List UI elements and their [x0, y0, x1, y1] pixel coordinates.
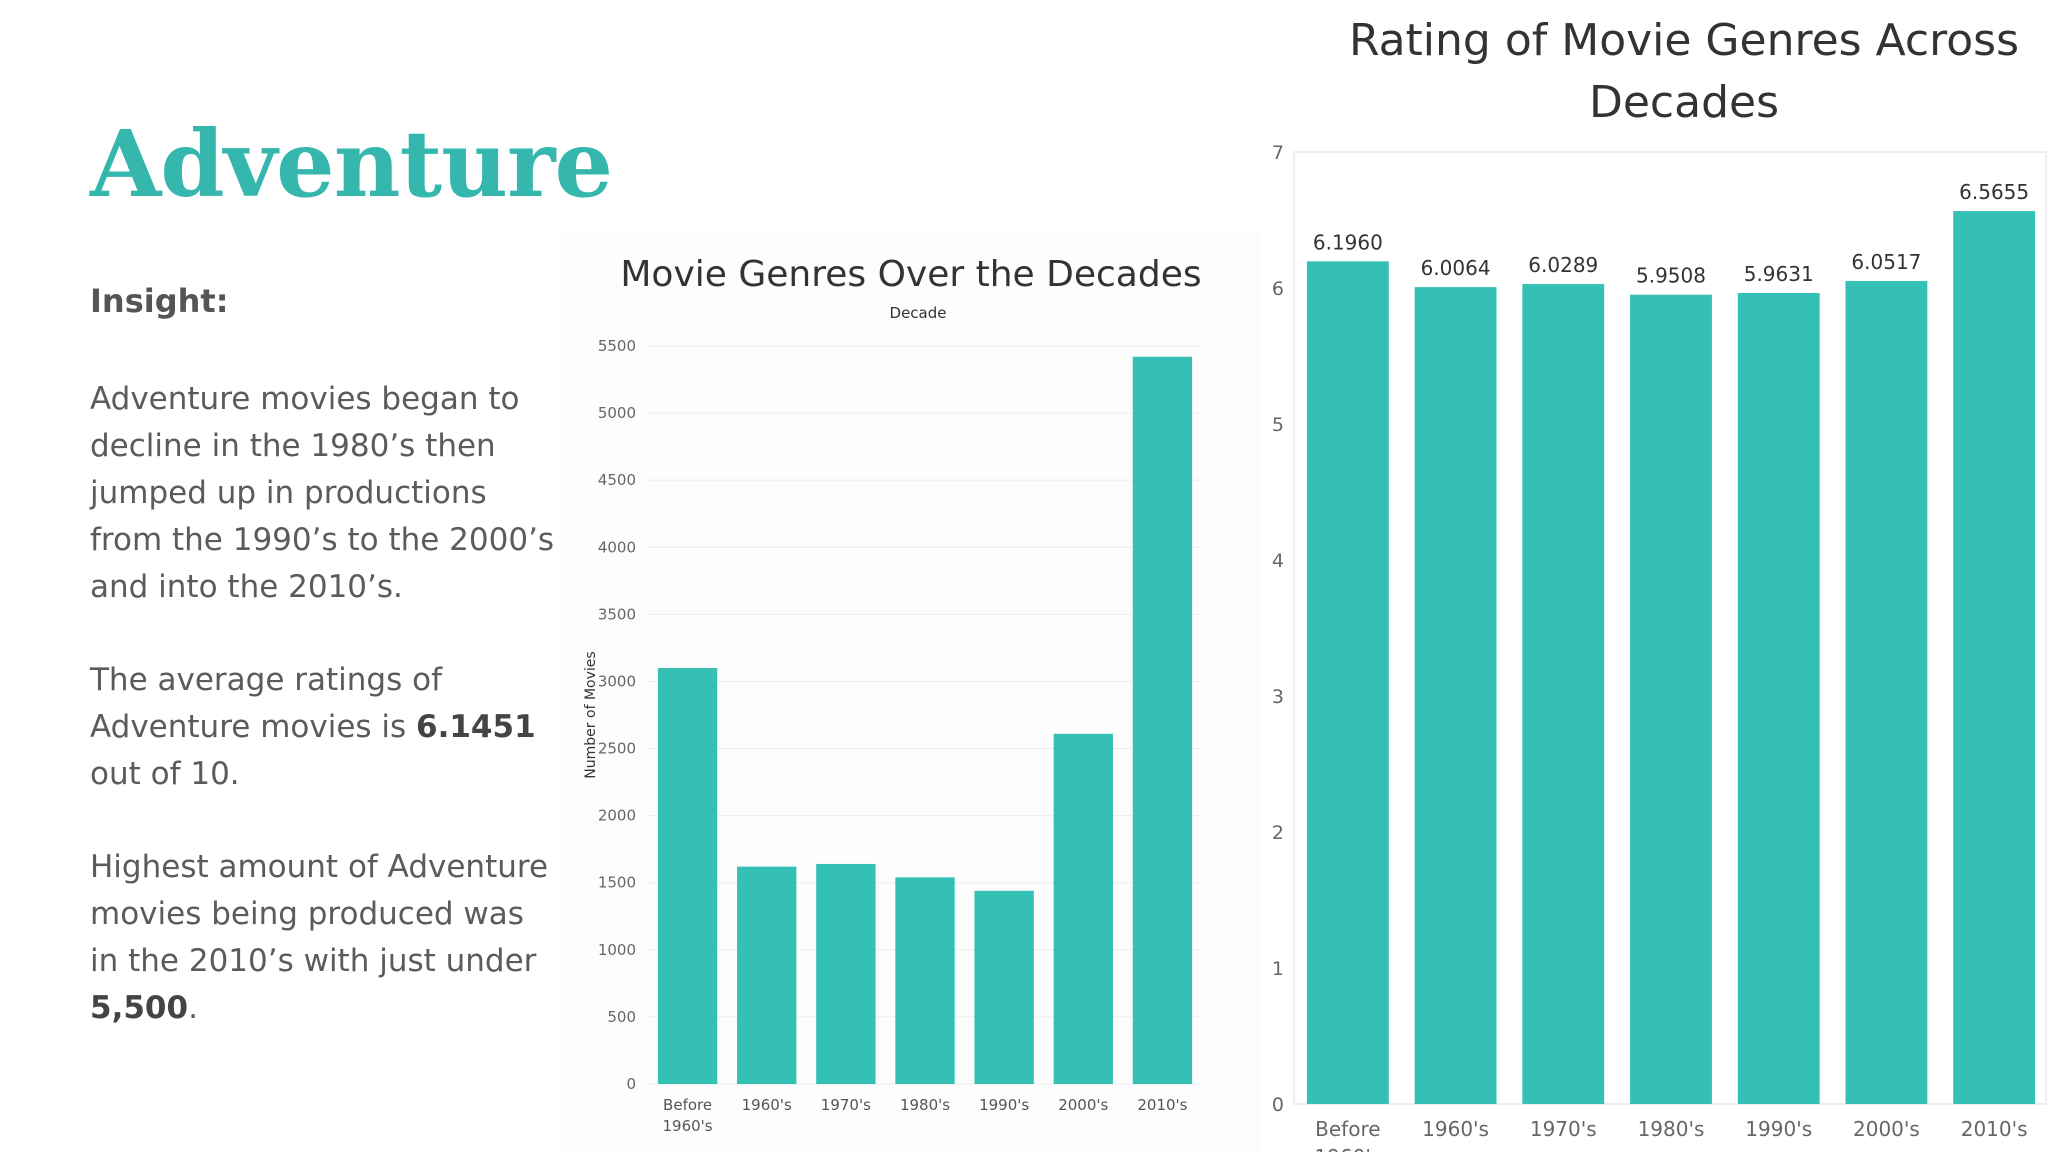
chart-title: Movie Genres Over the Decades	[620, 254, 1201, 295]
y-tick-label: 3000	[598, 672, 636, 690]
x-tick-label: 1970's	[821, 1096, 871, 1114]
x-tick-label: 2000's	[1058, 1096, 1108, 1114]
x-tick-label: 1990's	[1745, 1117, 1812, 1141]
data-label: 6.0064	[1421, 256, 1491, 280]
bar	[816, 863, 876, 1084]
bar	[1053, 733, 1113, 1084]
insight-label: Insight:	[90, 282, 229, 320]
bar	[895, 877, 955, 1084]
y-tick-label: 6	[1272, 278, 1284, 300]
x-tick-label: 2010's	[1137, 1096, 1187, 1114]
chart-title: Rating of Movie Genres Across Decades	[1349, 15, 2019, 128]
data-label: 5.9631	[1744, 262, 1814, 286]
slide-title: Adventure	[90, 110, 613, 218]
y-axis-label: Number of Movies	[583, 651, 599, 778]
y-tick-label: 2000	[598, 807, 636, 825]
x-tick-label: 1960's	[742, 1096, 792, 1114]
bar	[1737, 293, 1820, 1104]
bar	[1630, 294, 1712, 1105]
y-tick-label: 1500	[598, 874, 636, 892]
data-label: 5.9508	[1636, 264, 1706, 288]
bar	[1953, 211, 2036, 1105]
rating-text-pre: The average ratings of Adventure movies …	[90, 662, 442, 745]
x-tick-label: 1980's	[1638, 1117, 1705, 1141]
y-tick-label: 5	[1272, 414, 1284, 436]
peak-text-pre: Highest amount of Adventure movies being…	[90, 849, 549, 979]
rating-text-post: out of 10.	[90, 756, 240, 792]
insight-paragraph-rating: The average ratings of Adventure movies …	[90, 657, 560, 798]
peak-text-post: .	[188, 990, 198, 1026]
bar	[1132, 356, 1193, 1084]
data-label: 6.0517	[1851, 250, 1921, 274]
x-tick-label: 2000's	[1853, 1117, 1920, 1141]
y-tick-label: 1	[1272, 958, 1284, 980]
movie-count-chart-svg: Movie Genres Over the Decades Decade 0 500 1…	[583, 254, 1202, 1135]
y-tick-label: 4500	[598, 471, 636, 489]
average-rating-value: 6.1451	[416, 709, 536, 745]
movie-count-chart: Movie Genres Over the Decades Decade 0 500 1…	[560, 230, 1260, 1152]
y-tick-label: 2	[1272, 822, 1284, 844]
bar	[657, 668, 718, 1084]
y-tick-label: 1000	[598, 941, 636, 959]
y-tick-label: 4	[1272, 550, 1284, 572]
y-tick-label: 500	[607, 1008, 636, 1026]
y-tick-label: 2500	[598, 740, 636, 758]
x-tick-label: 2010's	[1961, 1117, 2028, 1141]
y-tick-label: 5000	[598, 404, 636, 422]
x-tick-label: 1980's	[900, 1096, 950, 1114]
bar	[737, 866, 797, 1084]
bar	[1845, 280, 1928, 1104]
insight-paragraph-peak: Highest amount of Adventure movies being…	[90, 844, 560, 1032]
y-tick-label: 0	[1272, 1094, 1284, 1116]
y-tick-label: 3	[1272, 686, 1284, 708]
x-tick-label: 1960's	[1422, 1117, 1489, 1141]
data-label: 6.0289	[1528, 253, 1598, 277]
bar	[1306, 261, 1389, 1104]
rating-chart-svg: Rating of Movie Genres Across Decades 0 1 2 3…	[1199, 15, 2047, 1156]
x-tick-label: 1990's	[979, 1096, 1029, 1114]
y-tick-label: 4000	[598, 538, 636, 556]
column-header: Decade	[890, 304, 947, 322]
y-tick-label: 0	[626, 1075, 636, 1093]
rating-chart: Rating of Movie Genres Across Decades 0 1 2 3…	[1199, 0, 2048, 1156]
insight-panel: Insight: Adventure movies began to decli…	[90, 282, 560, 1078]
bar	[1522, 284, 1605, 1105]
x-tick-label: 1970's	[1530, 1117, 1597, 1141]
y-tick-label: 7	[1272, 142, 1284, 164]
y-tick-label: 5500	[598, 337, 636, 355]
bar	[1414, 287, 1497, 1104]
insight-paragraph-decline: Adventure movies began to decline in the…	[90, 381, 555, 605]
bar	[974, 890, 1034, 1084]
y-tick-label: 3500	[598, 605, 636, 623]
peak-count-value: 5,500	[90, 990, 189, 1026]
data-label: 6.5655	[1959, 180, 2029, 204]
data-label: 6.1960	[1313, 230, 1383, 254]
